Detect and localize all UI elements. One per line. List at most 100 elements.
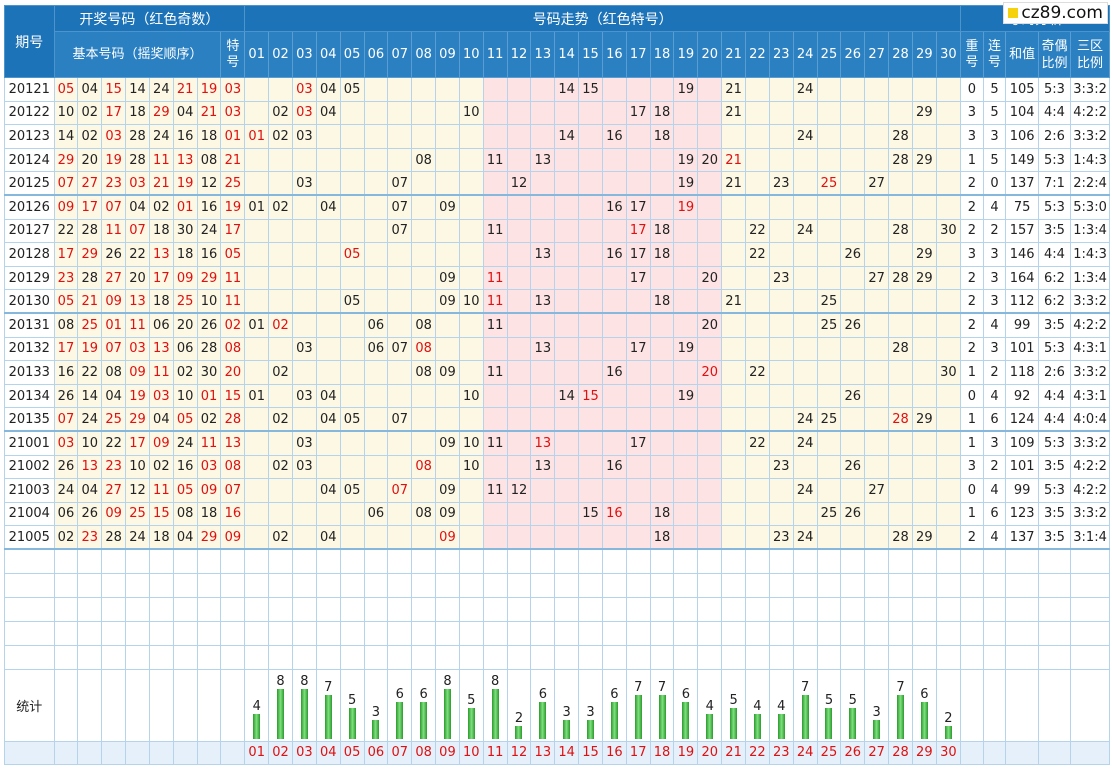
empty-cell	[506, 644, 532, 670]
zone-cell: 4:2:2	[1070, 312, 1110, 338]
empty-cell	[768, 620, 794, 646]
stat-value: 6	[395, 686, 404, 702]
trend-cell	[244, 407, 270, 433]
trend-cell	[888, 194, 913, 220]
stat-value: 8	[276, 674, 285, 690]
trend-cell	[363, 147, 389, 173]
trend-cell: 14	[554, 124, 580, 149]
trend-cell: 10	[458, 100, 484, 126]
trend-cell	[935, 454, 961, 480]
trend-col-header: 08	[411, 31, 437, 78]
draw-number: 01	[101, 312, 127, 338]
draw-number: 10	[77, 430, 103, 456]
empty-cell	[816, 572, 842, 598]
empty-cell	[1070, 596, 1110, 622]
trend-cell	[578, 312, 603, 338]
draw-number: 20	[77, 147, 103, 173]
empty-cell	[315, 620, 341, 646]
odd-even-cell: 7:1	[1037, 171, 1072, 197]
trend-cell	[745, 289, 770, 315]
trend-cell	[291, 218, 317, 244]
trend-cell	[268, 336, 293, 362]
trend-cell	[697, 77, 723, 102]
trend-header: 号码走势（红色特号）	[244, 5, 961, 32]
trend-cell	[315, 218, 341, 244]
trend-cell	[458, 336, 484, 362]
trend-col-header: 13	[530, 31, 556, 78]
trend-cell: 28	[888, 407, 913, 433]
trend-cell	[697, 289, 723, 315]
trend-cell: 18	[649, 242, 675, 267]
stat-cell: 3	[554, 668, 580, 742]
empty-cell	[1005, 668, 1039, 742]
empty-cell	[1070, 572, 1110, 598]
trend-cell: 10	[458, 383, 484, 409]
sum-cell: 105	[1005, 77, 1039, 102]
trend-cell	[315, 430, 341, 456]
draw-number: 06	[148, 312, 174, 338]
empty-cell	[268, 596, 293, 622]
empty-cell	[578, 644, 603, 670]
trend-cell	[864, 454, 890, 480]
trend-cell	[530, 194, 556, 220]
trend-cell	[506, 289, 532, 315]
trend-cell: 02	[268, 454, 293, 480]
empty-cell	[625, 620, 651, 646]
trend-cell	[625, 383, 651, 409]
trend-cell	[935, 336, 961, 362]
draw-number: 07	[101, 336, 127, 362]
empty-cell	[1070, 644, 1110, 670]
number-label: 30	[935, 740, 961, 765]
stat-bar	[682, 701, 690, 739]
trend-cell	[363, 430, 389, 456]
trend-cell	[745, 194, 770, 220]
trend-cell	[601, 478, 627, 503]
trend-cell: 11	[482, 289, 508, 315]
empty-cell	[673, 548, 699, 574]
empty-cell	[148, 572, 174, 598]
trend-cell	[435, 312, 460, 338]
trend-cell	[625, 77, 651, 102]
special-number: 02	[220, 312, 246, 338]
trend-cell	[268, 501, 293, 527]
period-cell: 21002	[4, 454, 55, 480]
draw-number: 28	[196, 336, 222, 362]
trend-cell	[339, 124, 365, 149]
number-label: 15	[578, 740, 603, 765]
trend-cell	[792, 454, 818, 480]
trend-cell	[840, 525, 866, 551]
consecutive-cell: 4	[982, 194, 1007, 220]
trend-cell	[506, 100, 532, 126]
trend-cell: 04	[315, 194, 341, 220]
logo-square-icon	[1008, 8, 1019, 18]
empty-cell	[649, 548, 675, 574]
empty-cell	[864, 572, 890, 598]
empty-cell	[768, 596, 794, 622]
draw-number: 09	[101, 501, 127, 527]
trend-cell	[792, 100, 818, 126]
trend-cell: 17	[625, 194, 651, 220]
trend-cell	[816, 124, 842, 149]
trend-cell	[387, 312, 413, 338]
stat-value: 7	[800, 680, 810, 696]
consecutive-cell: 5	[982, 147, 1007, 173]
empty-cell	[864, 620, 890, 646]
trend-cell	[840, 100, 866, 126]
trend-cell	[840, 77, 866, 102]
draw-number: 04	[101, 383, 127, 409]
draw-number: 03	[101, 124, 127, 149]
trend-cell	[363, 407, 389, 433]
trend-cell	[268, 147, 293, 173]
trend-cell	[530, 265, 556, 291]
draw-number: 16	[196, 194, 222, 220]
trend-cell	[601, 289, 627, 315]
trend-cell: 17	[625, 336, 651, 362]
trend-cell	[721, 194, 746, 220]
trend-cell: 07	[387, 218, 413, 244]
odd-even-cell: 3:5	[1037, 312, 1072, 338]
number-label: 13	[530, 740, 556, 765]
empty-cell	[482, 548, 508, 574]
trend-cell: 29	[911, 100, 937, 126]
trend-cell	[864, 194, 890, 220]
trend-cell	[435, 124, 460, 149]
